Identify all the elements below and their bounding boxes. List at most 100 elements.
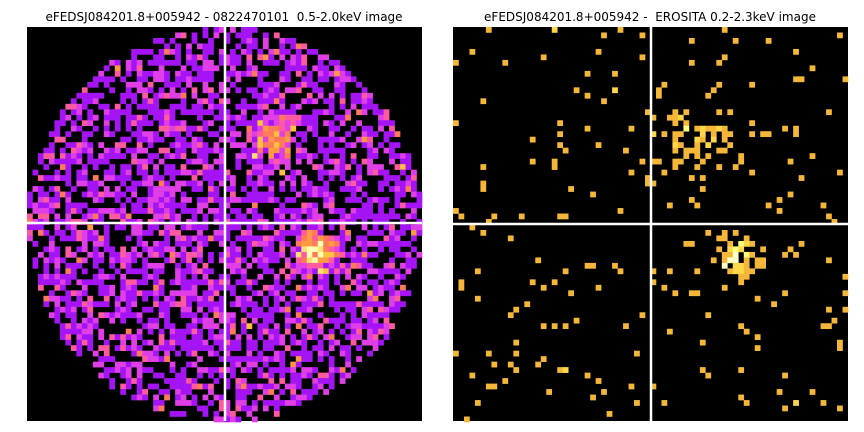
pixel [235,120,242,127]
pixel [301,153,308,159]
pixel [290,383,297,390]
pixel [378,246,384,253]
pixel [180,279,187,286]
pixel [350,125,357,132]
pixel [405,175,412,181]
pixel [416,251,423,258]
pixel [727,246,734,253]
pixel [367,328,373,335]
pixel [279,240,286,247]
pixel [169,339,176,346]
pixel [202,273,209,280]
pixel [175,229,181,236]
pixel [235,383,242,390]
pixel [301,339,308,346]
pixel [81,87,88,94]
pixel [328,131,335,138]
pixel [361,109,368,116]
pixel [153,202,159,209]
pixel [103,284,110,291]
pixel [191,186,198,192]
pixel [705,142,712,148]
pixel [312,262,319,269]
pixel [738,240,745,247]
pixel [345,251,351,258]
pixel [191,103,198,110]
pixel [273,109,280,116]
pixel [251,180,258,187]
pixel [345,213,351,220]
pixel [306,98,313,105]
pixel [186,306,192,313]
pixel [820,323,827,330]
pixel [235,295,242,302]
pixel [350,142,357,148]
pixel [208,76,214,83]
pixel [54,257,61,264]
pixel [131,345,138,351]
pixel [246,120,253,127]
pixel [378,164,384,170]
pixel [186,54,192,61]
pixel [383,169,390,176]
pixel [208,295,214,302]
pixel [279,37,286,44]
pixel [87,153,94,159]
pixel [328,147,335,154]
pixel [197,251,203,258]
pixel [224,70,231,77]
pixel [142,273,148,280]
pixel [224,114,231,121]
pixel [164,306,170,313]
pixel [131,361,138,368]
pixel [612,262,618,269]
pixel [65,213,72,220]
pixel [191,383,198,390]
pixel [197,229,203,236]
pixel [43,153,50,159]
pixel [87,191,94,198]
pixel [334,208,341,214]
pixel [142,131,148,138]
pixel [400,284,406,291]
pixel [721,262,728,269]
pixel [367,197,373,203]
pixel [279,372,286,379]
pixel [81,290,88,297]
pixel [219,251,225,258]
pixel [153,268,159,275]
pixel [180,284,187,291]
pixel [76,246,83,253]
pixel [186,48,192,55]
pixel [240,257,247,264]
pixel [306,367,313,373]
pixel [186,131,192,138]
pixel [361,125,368,132]
pixel [169,37,176,44]
pixel [268,345,275,351]
pixel [251,306,258,313]
pixel [208,317,214,324]
pixel [290,295,297,302]
pixel [361,92,368,99]
pixel [334,339,341,346]
pixel [76,328,83,335]
pixel [273,323,280,330]
pixel [809,153,816,159]
pixel [175,290,181,297]
pixel [710,87,717,94]
pixel [699,367,706,373]
pixel [339,372,346,379]
pixel [262,43,269,50]
pixel [114,65,121,72]
pixel [328,136,335,143]
pixel [251,191,258,198]
pixel [125,114,132,121]
pixel [191,394,198,401]
pixel [202,235,209,242]
pixel [246,125,253,132]
pixel [197,405,203,412]
pixel [334,246,341,253]
pixel [284,65,291,72]
pixel [81,246,88,253]
